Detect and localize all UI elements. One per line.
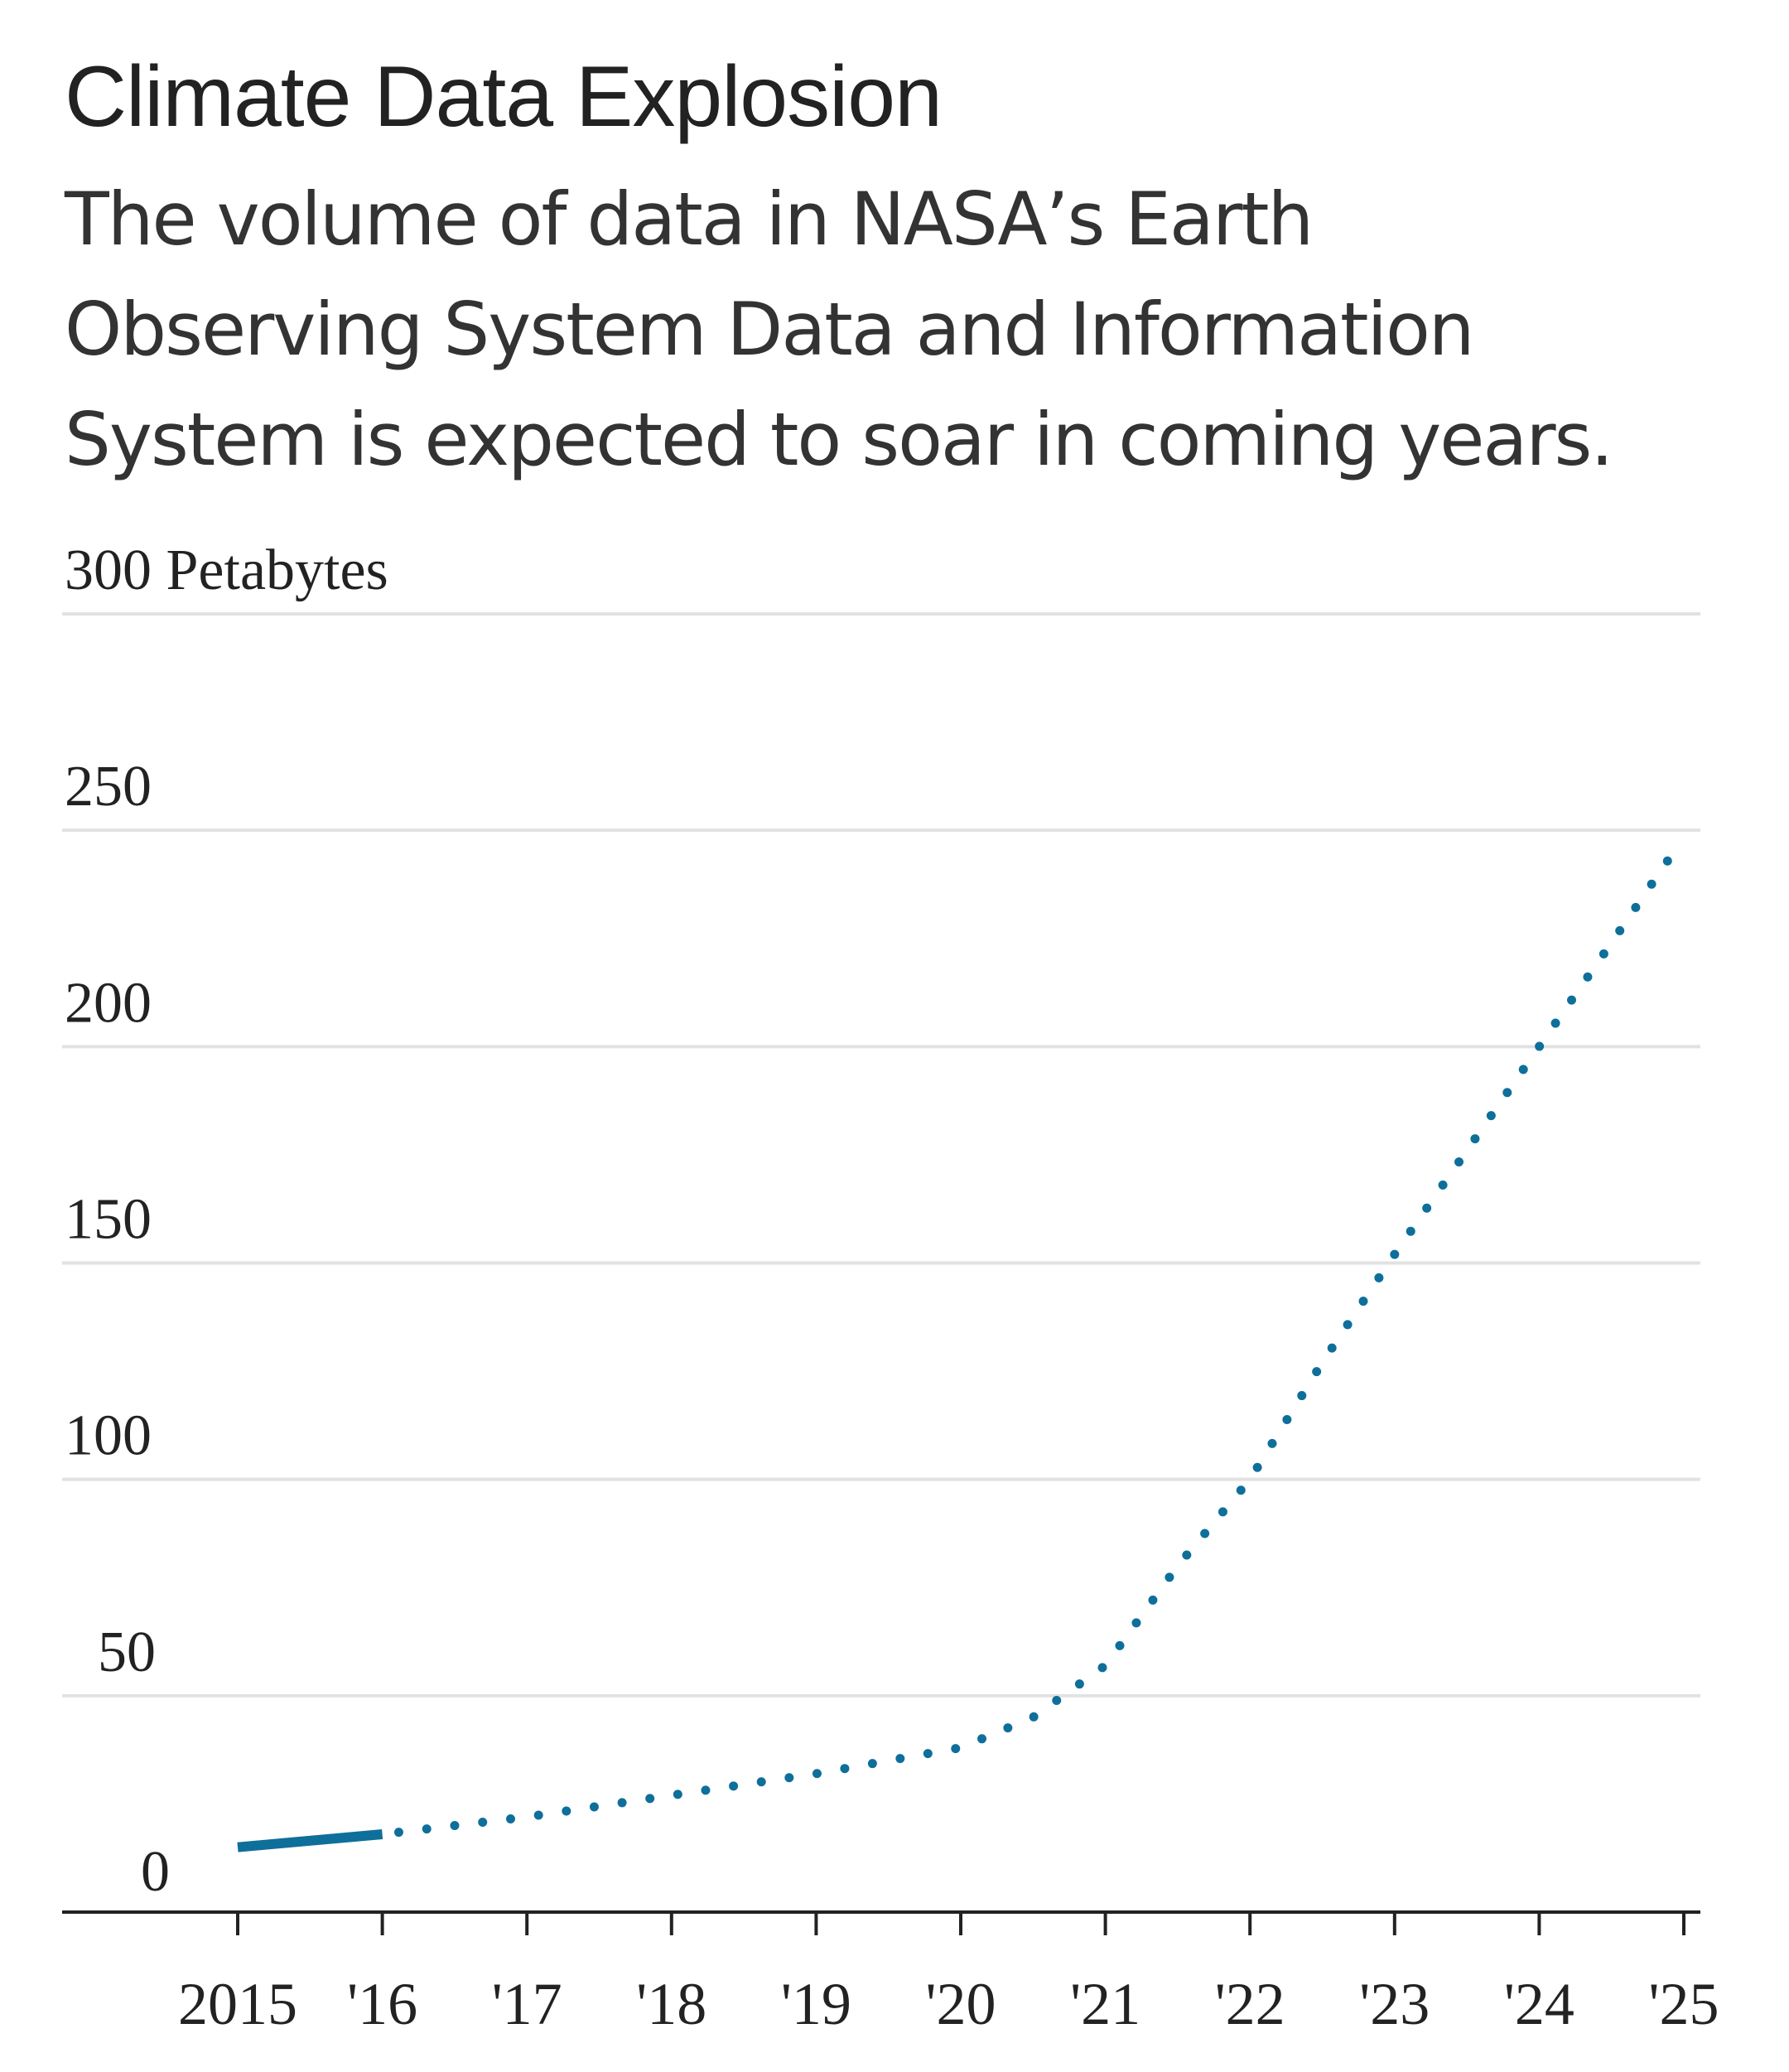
x-tick-label: '21 [1070, 1971, 1140, 2037]
x-tick-label: '16 [347, 1971, 417, 2037]
x-tick-label: '19 [781, 1971, 851, 2037]
x-tick-label: '17 [492, 1971, 562, 2037]
y-tick-label: 300 Petabytes [65, 539, 388, 602]
x-tick-label: '20 [926, 1971, 996, 2037]
x-tick-label: '24 [1504, 1971, 1574, 2037]
y-tick-label: 100 [65, 1404, 152, 1468]
series-line-actual [237, 1829, 383, 1852]
chart-subtitle: The volume of data in NASA’s Earth Obser… [65, 176, 1613, 482]
y-tick-label: 150 [65, 1188, 152, 1252]
y-tick-label: 250 [65, 755, 152, 819]
x-tick-label: '18 [636, 1971, 706, 2037]
x-tick-label: '25 [1649, 1971, 1719, 2037]
chart-title: Climate Data Explosion [65, 49, 943, 145]
series-line-projected [378, 843, 1681, 1839]
x-tick-label: '22 [1215, 1971, 1285, 2037]
y-tick-label: 0 [141, 1840, 170, 1904]
x-tick-label: '23 [1359, 1971, 1430, 2037]
y-tick-label: 50 [98, 1620, 156, 1684]
y-tick-label: 200 [65, 971, 152, 1035]
x-tick-label: 2015 [178, 1971, 297, 2037]
